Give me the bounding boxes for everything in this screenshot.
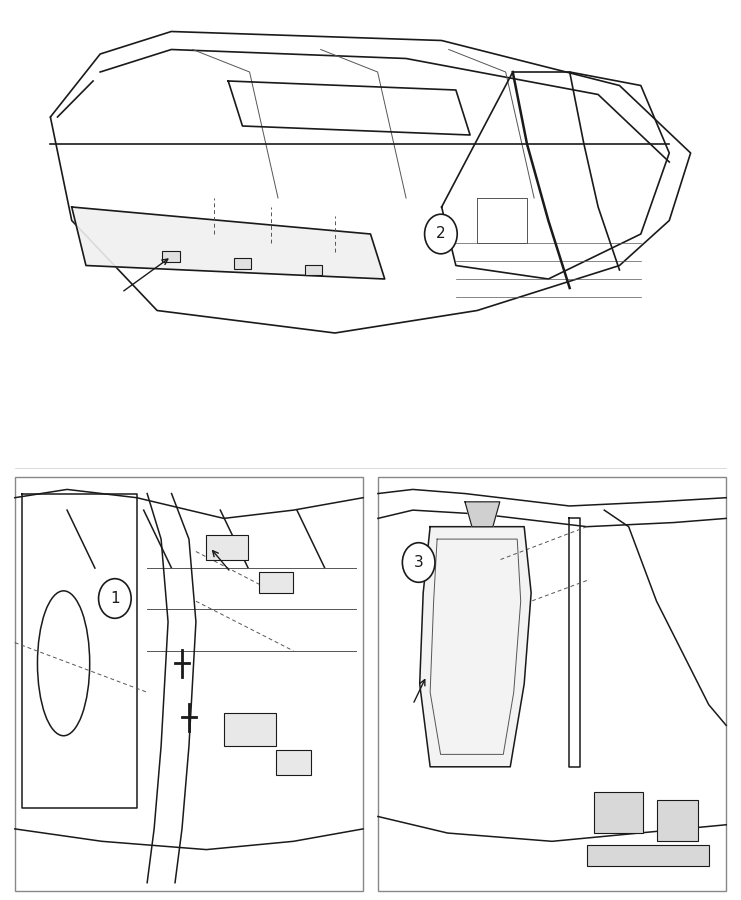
Bar — [594, 792, 642, 833]
Bar — [224, 713, 276, 746]
FancyBboxPatch shape — [378, 477, 726, 891]
Circle shape — [402, 543, 435, 582]
Circle shape — [99, 579, 131, 618]
Polygon shape — [465, 502, 499, 526]
Bar — [233, 257, 251, 268]
Bar — [276, 751, 310, 775]
Bar — [305, 265, 322, 275]
Bar — [657, 800, 698, 842]
Bar — [259, 572, 293, 593]
FancyBboxPatch shape — [15, 18, 726, 468]
Bar — [206, 535, 248, 560]
Bar — [162, 251, 180, 262]
Text: 2: 2 — [436, 227, 445, 241]
Polygon shape — [72, 207, 385, 279]
Circle shape — [425, 214, 457, 254]
Polygon shape — [419, 526, 531, 767]
Text: 3: 3 — [413, 555, 424, 570]
FancyBboxPatch shape — [15, 477, 363, 891]
Bar — [587, 845, 708, 866]
Text: 1: 1 — [110, 591, 119, 606]
